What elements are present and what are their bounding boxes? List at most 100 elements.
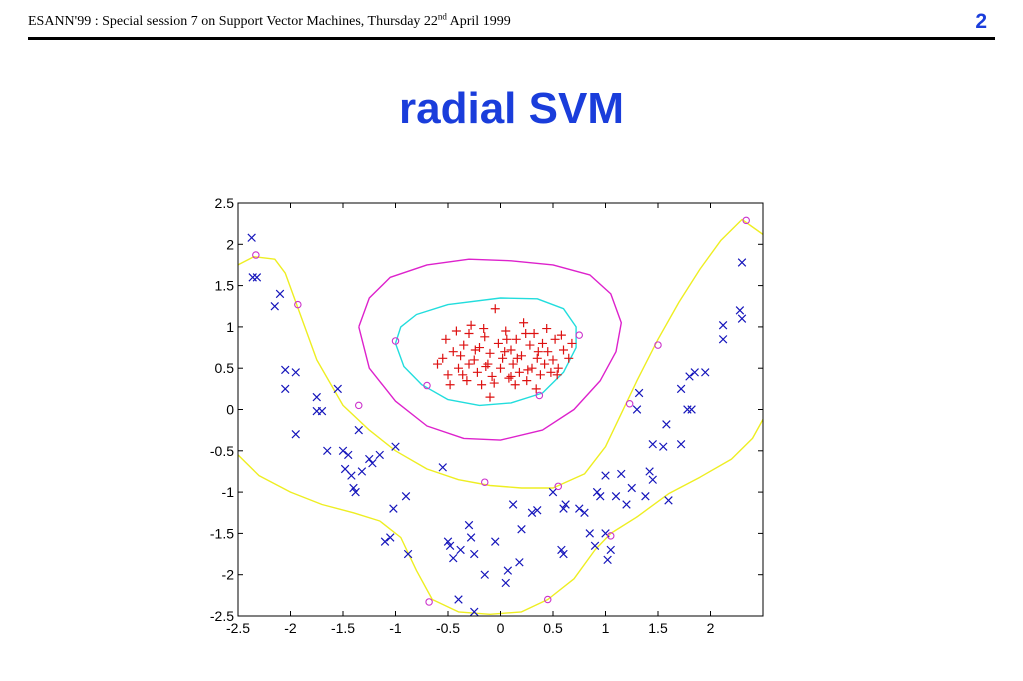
plus-point [531,384,541,394]
x-point [606,545,615,555]
x-point [718,335,728,344]
x-point [548,487,558,497]
x-point [676,384,686,394]
x-point [386,533,395,542]
x-tick-label: 2 [707,620,715,636]
plus-point [464,359,474,369]
plus-point [506,371,516,381]
x-point [247,233,256,242]
x-point [470,549,479,559]
x-point [737,258,747,267]
x-point [632,405,642,414]
x-point [575,504,584,513]
header-text-tail: April 1999 [446,14,511,29]
header-text: ESANN'99 : Special session 7 on Support … [28,11,511,30]
x-point [338,446,348,456]
x-point [611,492,621,501]
plus-point [485,348,495,358]
x-point [648,439,657,449]
x-point [344,450,353,460]
plus-point [506,345,516,355]
contour-lines [237,218,764,615]
support-vector-point [625,399,634,408]
support-vector-point [425,598,433,606]
plus-point [490,304,500,314]
plus-point [508,359,518,369]
x-point [365,454,374,464]
x-axis-ticks: -2.5 -2 -1.5 -1 -0.5 0 0.5 1 1.5 2 [226,203,715,636]
plus-point [480,332,490,342]
x-point [527,508,537,517]
x-point [403,549,413,559]
x-point [491,537,500,546]
plus-point [454,363,463,373]
plus-point [517,351,526,361]
series-circle [252,216,750,606]
x-point [368,458,377,468]
x-tick-label: -1.5 [331,620,355,636]
support-vector-point [554,482,562,491]
support-vector-point [480,478,489,486]
x-point [291,368,300,377]
x-tick-label: -1 [389,620,402,636]
plus-point [462,376,472,386]
x-point [690,368,699,377]
x-point [557,545,566,555]
plus-point [481,362,491,372]
plus-point [459,340,469,350]
support-vector-point [606,532,615,540]
y-tick-label: -1 [222,484,235,500]
plus-point [552,370,562,380]
x-point [354,425,363,435]
x-point [454,595,463,604]
plus-point [529,329,539,339]
x-tick-label: -0.5 [436,620,460,636]
plus-point [546,367,556,377]
x-point [515,558,524,567]
plus-point [548,355,558,365]
contour-line-0 [237,218,764,489]
x-point [270,302,279,311]
plus-point [550,334,560,344]
x-point [351,487,360,497]
x-point [634,388,644,398]
plus-point [523,365,533,375]
y-tick-label: -2.5 [210,608,234,624]
plus-point [458,370,468,380]
support-vector-point [423,381,431,390]
header-text-main: ESANN'99 : Special session 7 on Support … [28,14,438,29]
x-point [590,541,600,551]
plus-point [438,353,448,363]
x-point [357,467,367,476]
plus-point [466,320,476,330]
x-point [317,406,327,416]
x-point [281,365,290,375]
plus-point [556,330,566,340]
plus-point [511,334,521,344]
x-point [438,463,447,472]
x-point [466,533,476,542]
plus-point [510,380,520,390]
header-superscript: nd [437,11,447,22]
plus-point [464,329,474,339]
x-tick-label: 0.5 [543,620,563,636]
x-point [503,566,513,575]
x-point [252,273,262,282]
x-point [323,446,332,456]
x-tick-label: 1.5 [648,620,668,636]
plus-point [567,338,577,348]
contour-line-1 [237,419,764,615]
x-point [685,372,694,381]
x-point [601,471,610,480]
x-point [501,578,510,588]
x-point [592,487,602,497]
x-point [340,464,350,474]
x-point [659,442,668,451]
series-plus [433,304,577,402]
x-point [281,384,290,394]
plus-point [525,340,535,350]
plus-point [487,371,497,381]
header-rule [28,37,995,40]
plus-point [540,359,550,369]
x-point [559,504,568,513]
